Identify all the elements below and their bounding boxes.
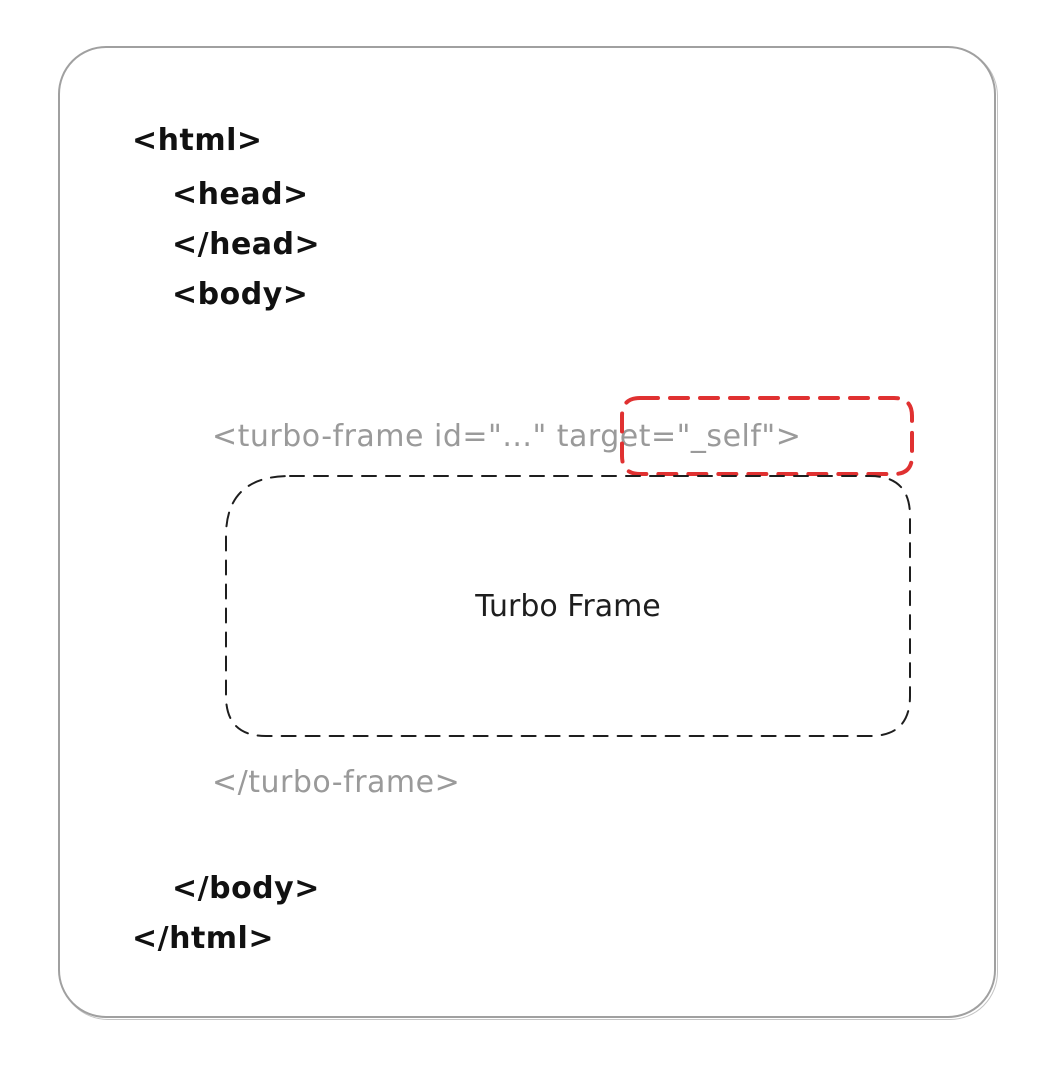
body-close-tag: </body>	[172, 871, 320, 906]
html-close-tag: </html>	[132, 921, 274, 956]
turbo-frame-box	[225, 475, 911, 737]
turbo-frame-target-attribute: target="_self"	[556, 419, 776, 454]
turbo-frame-open-prefix: <turbo-frame id="..."	[212, 419, 557, 454]
head-close-tag: </head>	[172, 227, 321, 262]
head-open-tag: <head>	[172, 177, 309, 212]
html-open-tag: <html>	[132, 123, 263, 158]
target-highlight-box	[620, 396, 914, 476]
diagram-card	[58, 46, 996, 1018]
body-open-tag: <body>	[172, 277, 309, 312]
turbo-frame-label: Turbo Frame	[475, 589, 661, 624]
turbo-frame-open-suffix: >	[775, 419, 802, 454]
turbo-frame-close-tag: </turbo-frame>	[212, 765, 461, 800]
turbo-frame-open-tag: <turbo-frame id="..." target="_self">	[212, 422, 801, 452]
